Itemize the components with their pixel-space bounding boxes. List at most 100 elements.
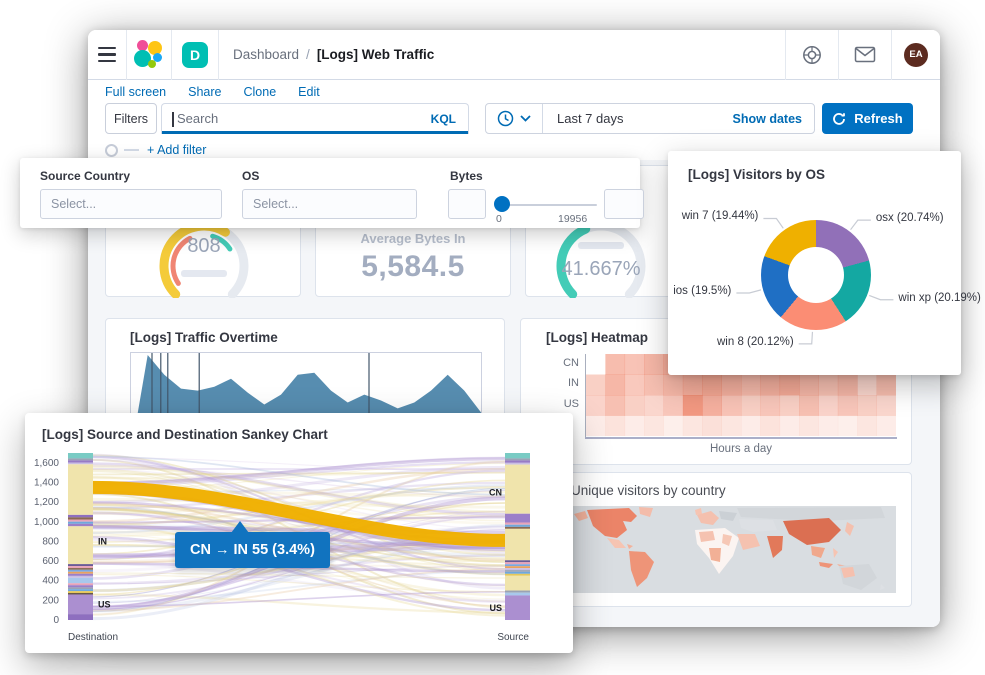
clock-icon — [497, 110, 514, 127]
donut-slice-label: win 8 (20.12%) — [717, 335, 794, 348]
svg-text:0: 0 — [53, 615, 59, 626]
time-range-label[interactable]: Last 7 days — [557, 111, 624, 126]
sankey-right-axis-label: Source — [497, 632, 529, 643]
bytes-min-input[interactable] — [448, 189, 486, 219]
heatmap-x-axis-label: Hours a day — [709, 443, 772, 455]
gauge-1-bar — [181, 270, 227, 277]
os-label: OS — [242, 169, 260, 183]
gauge-1-value: 808 — [187, 235, 221, 257]
kql-toggle[interactable]: KQL — [430, 112, 456, 126]
slider-max-label: 19956 — [558, 213, 588, 225]
visitors-by-os-title: [Logs] Visitors by OS — [688, 167, 826, 182]
heatmap-title: [Logs] Heatmap — [546, 330, 649, 345]
heatmap-row-label-us: US — [563, 398, 579, 410]
svg-text:1,000: 1,000 — [34, 517, 59, 528]
tooltip-arrow — [231, 521, 249, 533]
svg-text:400: 400 — [42, 576, 59, 587]
os-select[interactable]: Select... — [242, 189, 417, 219]
edit-link[interactable]: Edit — [298, 85, 320, 99]
metric-title: Average Bytes In — [360, 231, 466, 246]
visitors-by-os-panel: [Logs] Visitors by OS osx (20.74%) win xp… — [668, 151, 981, 375]
svg-text:1,400: 1,400 — [34, 477, 59, 488]
share-link[interactable]: Share — [188, 85, 222, 99]
search-box: KQL — [161, 103, 469, 134]
svg-text:CN: CN — [489, 487, 502, 497]
heatmap-row-label-in: IN — [568, 377, 579, 389]
sankey-title: [Logs] Source and Destination Sankey Cha… — [42, 427, 328, 442]
divider — [785, 29, 786, 80]
logo-dot-pink — [137, 39, 148, 51]
svg-text:IN: IN — [98, 536, 107, 546]
logo-dot-green — [148, 59, 156, 68]
bytes-slider-track[interactable] — [502, 204, 597, 206]
donut-slice-label: win xp (20.19%) — [898, 291, 981, 304]
donut-slice-label: osx (20.74%) — [875, 212, 944, 225]
logo-dot-yellow — [148, 40, 162, 55]
chevron-down-icon — [520, 115, 531, 122]
search-input[interactable] — [175, 105, 415, 132]
breadcrumb-dashboard-link[interactable]: Dashboard — [233, 47, 300, 62]
mail-icon[interactable] — [839, 30, 891, 80]
svg-text:600: 600 — [42, 556, 59, 567]
text-caret — [172, 112, 174, 127]
sankey-tooltip: CN → IN 55 (3.4%) — [175, 521, 330, 568]
donut-labels: osx (20.74%) win xp (20.19%) win 8 (20.12%… — [668, 151, 981, 375]
refresh-button[interactable]: Refresh — [822, 103, 913, 134]
bytes-label: Bytes — [450, 169, 483, 183]
sankey-left-axis-label: Destination — [68, 632, 119, 643]
user-avatar[interactable]: EA — [904, 42, 928, 67]
map-panel: Unique visitors by country — [552, 472, 912, 607]
svg-text:1,600: 1,600 — [34, 458, 59, 469]
source-country-label: Source Country — [40, 169, 131, 183]
show-dates-button[interactable]: Show dates — [732, 111, 802, 126]
menu-hamburger-icon[interactable] — [88, 30, 126, 80]
metric-value: 5,584.5 — [361, 250, 465, 283]
heatmap-x-axis — [585, 437, 897, 439]
svg-text:200: 200 — [42, 595, 59, 606]
bytes-slider-handle[interactable] — [494, 196, 510, 212]
filters-button[interactable]: Filters — [105, 103, 157, 134]
traffic-overtime-title: [Logs] Traffic Overtime — [130, 330, 278, 345]
divider — [838, 29, 839, 80]
svg-text:US: US — [98, 599, 111, 609]
dashboard-menu: Full screen Share Clone Edit — [105, 82, 320, 102]
logo-dot-teal — [134, 49, 151, 67]
svg-text:US: US — [489, 603, 502, 613]
donut-slice-label: ios (19.5%) — [673, 284, 732, 297]
heatmap-row-label-cn: CN — [563, 357, 579, 369]
divider — [171, 29, 172, 80]
full-screen-link[interactable]: Full screen — [105, 85, 167, 99]
dashboard-app-tile[interactable]: D — [182, 41, 208, 68]
world-map[interactable] — [571, 506, 896, 593]
top-bar: D Dashboard / [Logs] Web Traffic — [88, 29, 940, 80]
breadcrumb: Dashboard / [Logs] Web Traffic — [233, 47, 785, 62]
slider-min-label: 0 — [496, 213, 502, 225]
add-filter-link[interactable]: + Add filter — [147, 143, 207, 157]
elastic-logo-icon[interactable] — [127, 38, 171, 72]
source-country-select[interactable]: Select... — [40, 189, 222, 219]
donut-slice-label: win 7 (19.44%) — [681, 210, 759, 223]
svg-text:800: 800 — [42, 536, 59, 547]
clone-link[interactable]: Clone — [243, 85, 277, 99]
donut-hole — [788, 247, 844, 303]
divider — [124, 149, 139, 151]
sankey-tooltip-text: CN → IN 55 (3.4%) — [190, 542, 315, 558]
heatmap-y-axis — [585, 354, 586, 437]
refresh-icon — [833, 112, 846, 125]
time-picker-quick-menu[interactable] — [486, 104, 543, 133]
sankey-panel: [Logs] Source and Destination Sankey Cha… — [25, 413, 573, 653]
help-icon[interactable] — [786, 30, 838, 80]
divider — [218, 29, 219, 80]
filter-pin-icon — [105, 143, 118, 157]
gauge-2-bar — [578, 242, 624, 249]
time-picker: Last 7 days Show dates — [485, 103, 815, 134]
refresh-label: Refresh — [854, 111, 903, 126]
breadcrumb-page-title: [Logs] Web Traffic — [316, 47, 435, 62]
gauge-2-value: 41.667% — [561, 258, 641, 280]
filter-controls-panel: Source Country Select... OS Select... By… — [20, 158, 644, 228]
divider — [126, 29, 127, 80]
bytes-max-input[interactable] — [604, 189, 644, 219]
logo-dot-blue — [153, 52, 162, 62]
breadcrumb-separator: / — [306, 47, 310, 62]
